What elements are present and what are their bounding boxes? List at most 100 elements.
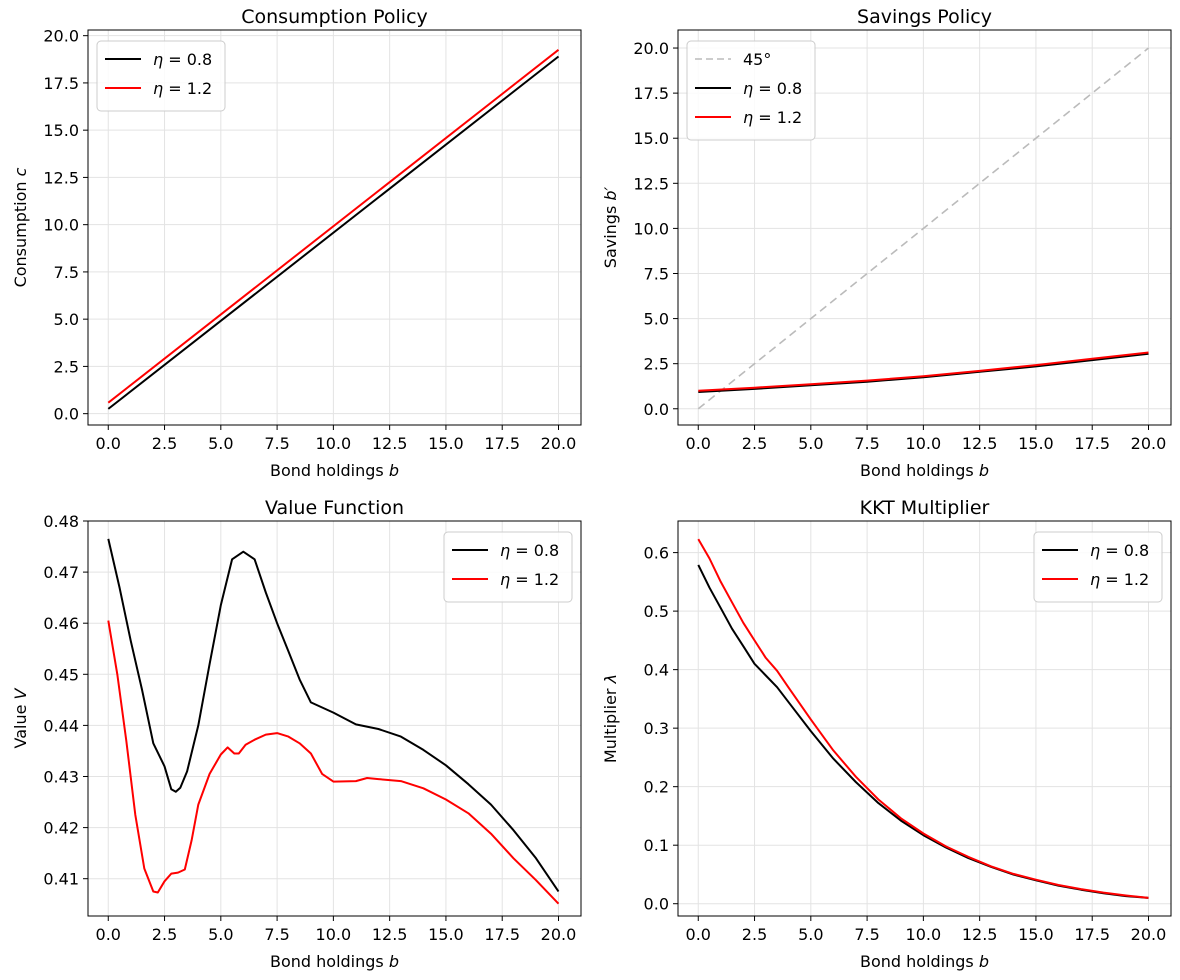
x-tick-label: 0.0: [96, 434, 121, 453]
x-tick-label: 5.0: [208, 434, 233, 453]
y-tick-label: 0.44: [43, 716, 79, 735]
legend: η = 0.8 η = 1.2: [1033, 531, 1163, 603]
x-tick-label: 5.0: [208, 925, 233, 944]
series-line-1: [107, 55, 560, 410]
y-tick-label: 2.5: [54, 357, 79, 376]
legend: η = 0.8 η = 1.2: [443, 531, 573, 603]
x-tick-label: 12.5: [372, 925, 408, 944]
x-tick-label: 17.5: [1074, 434, 1110, 453]
x-tick-label: 12.5: [962, 434, 998, 453]
y-tick-label: 0.0: [644, 895, 669, 914]
subplot-1: 0.0 2.5 5.0 7.5 10.0 12.5 15.0 17.5 20.0 0.0 2.5 5.…: [11, 6, 582, 480]
legend-label: η = 0.8: [743, 79, 802, 98]
x-tick-label: 17.5: [484, 434, 520, 453]
x-tick-label: 2.5: [152, 925, 177, 944]
y-tick-label: 5.0: [54, 310, 79, 329]
chart-title: Savings Policy: [857, 6, 992, 28]
legend-label: η = 0.8: [500, 541, 559, 560]
x-tick-label: 10.0: [316, 434, 352, 453]
y-tick-label: 0.0: [644, 400, 669, 419]
x-tick-label: 2.5: [152, 434, 177, 453]
y-tick-label: 15.0: [43, 121, 79, 140]
y-tick-label: 17.5: [43, 74, 79, 93]
y-axis-label: Consumption c: [11, 167, 30, 287]
y-tick-label: 0.48: [43, 512, 79, 531]
y-tick-label: 10.0: [43, 216, 79, 235]
x-tick-label: 10.0: [906, 925, 942, 944]
x-axis-label: Bond holdings b: [860, 952, 989, 971]
x-tick-label: 7.5: [854, 925, 879, 944]
y-tick-label: 12.5: [43, 168, 79, 187]
x-tick-label: 15.0: [1018, 434, 1054, 453]
x-axis-label: Bond holdings b: [860, 461, 989, 480]
legend-label: η = 0.8: [1090, 541, 1149, 560]
y-axis-label: Value V: [11, 687, 30, 748]
y-tick-label: 0.4: [644, 661, 669, 680]
x-axis-label: Bond holdings b: [270, 952, 399, 971]
x-tick-label: 12.5: [962, 925, 998, 944]
y-tick-label: 20.0: [43, 27, 79, 46]
legend-label: η = 1.2: [500, 570, 559, 589]
y-axis-label: Multiplier λ: [601, 674, 620, 763]
series-line-1: [697, 47, 1150, 410]
chart-title: KKT Multiplier: [860, 497, 990, 519]
x-tick-label: 15.0: [428, 925, 464, 944]
x-tick-label: 2.5: [742, 434, 767, 453]
x-tick-label: 5.0: [798, 925, 823, 944]
x-tick-label: 7.5: [264, 434, 289, 453]
chart-title: Consumption Policy: [241, 6, 428, 28]
x-tick-label: 20.0: [1131, 434, 1167, 453]
legend-label: η = 1.2: [743, 108, 802, 127]
series-line-1: [107, 538, 560, 893]
subplot-2: 0.0 2.5 5.0 7.5 10.0 12.5 15.0 17.5 20.0 0.0 2.5 5.…: [601, 6, 1172, 480]
y-tick-label: 0.42: [43, 819, 79, 838]
legend-label: η = 1.2: [1090, 570, 1149, 589]
y-axis-label: Savings b′: [601, 186, 620, 268]
legend-label: η = 0.8: [153, 50, 212, 69]
axes-frame: [677, 29, 1172, 426]
x-tick-label: 0.0: [686, 925, 711, 944]
legend: η = 0.8 η = 1.2: [96, 40, 226, 112]
x-tick-label: 17.5: [1074, 925, 1110, 944]
x-tick-label: 10.0: [316, 925, 352, 944]
x-tick-label: 7.5: [264, 925, 289, 944]
y-tick-label: 0.2: [644, 778, 669, 797]
y-tick-label: 0.6: [644, 544, 669, 563]
axes-frame: [87, 520, 582, 917]
series-line-3: [698, 351, 1149, 392]
x-tick-label: 15.0: [1018, 925, 1054, 944]
series-line-2: [107, 620, 560, 905]
y-tick-label: 5.0: [644, 310, 669, 329]
y-tick-label: 7.5: [54, 263, 79, 282]
x-tick-label: 17.5: [484, 925, 520, 944]
y-tick-label: 7.5: [644, 264, 669, 283]
x-tick-label: 20.0: [541, 434, 577, 453]
y-tick-label: 10.0: [633, 219, 669, 238]
y-tick-label: 0.45: [43, 665, 79, 684]
y-tick-label: 0.1: [644, 836, 669, 855]
y-tick-label: 15.0: [633, 129, 669, 148]
y-tick-label: 0.3: [644, 719, 669, 738]
x-tick-label: 7.5: [854, 434, 879, 453]
axes-frame: [677, 520, 1172, 917]
y-tick-label: 0.41: [43, 870, 79, 889]
x-tick-label: 12.5: [372, 434, 408, 453]
y-tick-label: 2.5: [644, 355, 669, 374]
legend-box: [686, 40, 816, 141]
y-tick-label: 12.5: [633, 174, 669, 193]
legend: 45° η = 0.8 η = 1.2: [686, 40, 816, 141]
axes-frame: [87, 29, 582, 426]
subplot-4: 0.0 2.5 5.0 7.5 10.0 12.5 15.0 17.5 20.0 0.0 0.1 0.…: [601, 497, 1172, 971]
y-tick-label: 20.0: [633, 39, 669, 58]
x-tick-label: 2.5: [742, 925, 767, 944]
legend-label: 45°: [743, 50, 771, 69]
x-tick-label: 20.0: [541, 925, 577, 944]
x-tick-label: 5.0: [798, 434, 823, 453]
chart-title: Value Function: [265, 497, 404, 519]
y-tick-label: 0.43: [43, 767, 79, 786]
legend-label: η = 1.2: [153, 79, 212, 98]
x-tick-label: 0.0: [686, 434, 711, 453]
y-tick-label: 17.5: [633, 84, 669, 103]
x-tick-label: 0.0: [96, 925, 121, 944]
